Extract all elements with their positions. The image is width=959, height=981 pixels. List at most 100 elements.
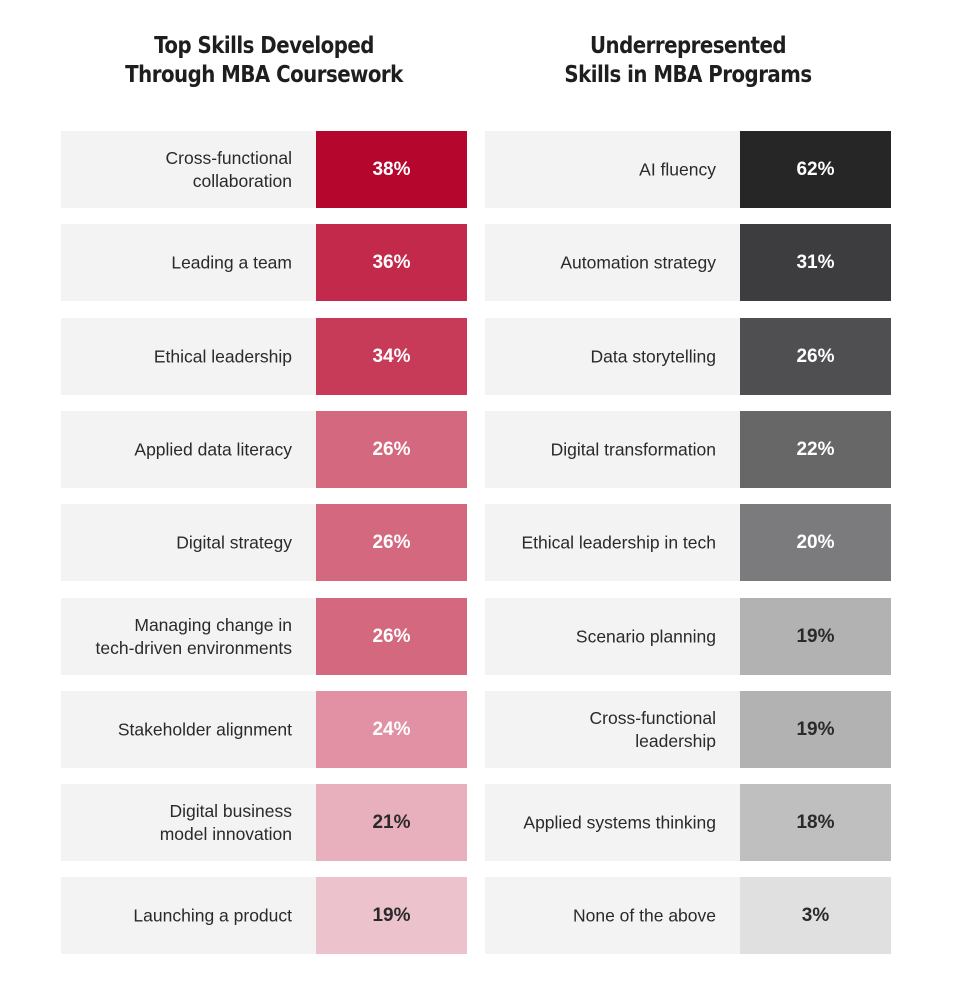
top-skill-label-cell: Ethical leadership [61,318,316,395]
underrepresented-skill-label-cell: Digital transformation [485,411,740,488]
top-skill-value-cell: 26% [316,598,467,675]
top-skill-label: Leading a team [62,251,292,274]
underrepresented-skills-title: Underrepresented Skills in MBA Programs [513,32,862,90]
top-skill-value: 34% [372,345,411,367]
top-skill-row: Applied data literacy 26% [61,411,467,488]
underrepresented-skill-value-cell: 22% [740,411,891,488]
underrepresented-skill-value: 19% [796,718,835,740]
top-skill-label-cell: Launching a product [61,877,316,954]
underrepresented-skill-row: Digital transformation 22% [485,411,891,488]
top-skill-label: Digital strategy [62,531,292,554]
underrepresented-skill-value: 19% [796,625,835,647]
top-skill-label-line: Leading a team [171,252,292,272]
top-skill-value-cell: 34% [316,318,467,395]
underrepresented-skill-row: Scenario planning 19% [485,598,891,675]
underrepresented-skill-label-line: Data storytelling [590,346,716,366]
top-skill-label: Managing change in tech-driven environmen… [62,614,292,660]
underrepresented-skill-label: Ethical leadership in tech [486,531,716,554]
top-skill-label-cell: Applied data literacy [61,411,316,488]
top-skill-label-line: Launching a product [133,905,292,925]
top-skill-label: Launching a product [62,904,292,927]
top-skill-label: Ethical leadership [62,345,292,368]
underrepresented-skill-value-cell: 26% [740,318,891,395]
underrepresented-skill-label: Automation strategy [486,251,716,274]
underrepresented-skills-title-line-2: Skills in MBA Programs [564,62,812,88]
underrepresented-skill-value: 18% [796,811,835,833]
underrepresented-skill-row: Automation strategy 31% [485,224,891,301]
underrepresented-skill-row: Ethical leadership in tech 20% [485,504,891,581]
underrepresented-skill-label: AI fluency [486,158,716,181]
underrepresented-skill-row: Cross-functional leadership 19% [485,691,891,768]
underrepresented-skill-label-cell: None of the above [485,877,740,954]
top-skill-value: 19% [372,904,411,926]
underrepresented-skill-label-line: Digital transformation [550,439,716,459]
underrepresented-skill-label-line: Applied systems thinking [523,812,716,832]
underrepresented-skill-value-cell: 19% [740,691,891,768]
top-skill-label: Applied data literacy [62,438,292,461]
top-skill-row: Stakeholder alignment 24% [61,691,467,768]
top-skill-value-cell: 21% [316,784,467,861]
top-skill-label: Cross-functional collaboration [62,147,292,193]
top-skill-label-line: model innovation [159,823,292,844]
underrepresented-skill-label-line: Scenario planning [575,626,716,646]
underrepresented-skill-value: 20% [796,531,835,553]
underrepresented-skill-value: 62% [796,158,835,180]
underrepresented-skill-label-cell: AI fluency [485,131,740,208]
top-skill-value-cell: 24% [316,691,467,768]
underrepresented-skill-row: None of the above 3% [485,877,891,954]
top-skill-label-line: Managing change in [134,614,292,635]
underrepresented-skill-value: 26% [796,345,835,367]
underrepresented-skill-label: Scenario planning [486,625,716,648]
top-skill-value-cell: 38% [316,131,467,208]
top-skill-label-cell: Digital strategy [61,504,316,581]
underrepresented-skill-label-cell: Applied systems thinking [485,784,740,861]
underrepresented-skill-value-cell: 20% [740,504,891,581]
top-skill-row: Digital business model innovation 21% [61,784,467,861]
underrepresented-skill-label: Applied systems thinking [486,811,716,834]
top-skill-row: Ethical leadership 34% [61,318,467,395]
top-skill-value: 36% [372,251,411,273]
top-skills-title: Top Skills Developed Through MBA Coursew… [89,32,438,90]
underrepresented-skill-value-cell: 3% [740,877,891,954]
top-skill-value: 24% [372,718,411,740]
top-skill-label-line: Ethical leadership [153,346,292,366]
underrepresented-skill-label-line: None of the above [572,905,716,925]
top-skill-value-cell: 26% [316,411,467,488]
top-skill-row: Managing change in tech-driven environmen… [61,598,467,675]
underrepresented-skill-value: 31% [796,251,835,273]
underrepresented-skill-label-line: AI fluency [639,159,716,179]
underrepresented-skills-title-line-1: Underrepresented [589,33,787,59]
underrepresented-skill-value-cell: 62% [740,131,891,208]
underrepresented-skill-value-cell: 18% [740,784,891,861]
underrepresented-skill-label-cell: Automation strategy [485,224,740,301]
underrepresented-skill-value-cell: 31% [740,224,891,301]
underrepresented-skill-label: Digital transformation [486,438,716,461]
underrepresented-skill-row: Data storytelling 26% [485,318,891,395]
top-skill-label: Stakeholder alignment [62,718,292,741]
top-skill-label-cell: Cross-functional collaboration [61,131,316,208]
top-skill-row: Cross-functional collaboration 38% [61,131,467,208]
underrepresented-skill-label-line: Ethical leadership in tech [521,532,716,552]
underrepresented-skill-label-line: Automation strategy [560,252,716,272]
underrepresented-skill-label-line: leadership [635,730,716,751]
top-skill-value-cell: 19% [316,877,467,954]
underrepresented-skill-label: None of the above [486,904,716,927]
underrepresented-skill-value: 22% [796,438,835,460]
top-skill-label-line: Stakeholder alignment [117,719,292,739]
top-skill-row: Leading a team 36% [61,224,467,301]
underrepresented-skill-label: Data storytelling [486,345,716,368]
underrepresented-skill-label-cell: Cross-functional leadership [485,691,740,768]
underrepresented-skill-value-cell: 19% [740,598,891,675]
top-skill-label-line: tech-driven environments [95,637,292,658]
top-skill-value: 38% [372,158,411,180]
underrepresented-skill-label-cell: Data storytelling [485,318,740,395]
underrepresented-skill-label-line: Cross-functional [589,707,716,728]
underrepresented-skill-row: Applied systems thinking 18% [485,784,891,861]
top-skill-row: Launching a product 19% [61,877,467,954]
underrepresented-skill-label-cell: Scenario planning [485,598,740,675]
top-skills-title-line-2: Through MBA Coursework [125,62,403,88]
top-skill-label-line: Applied data literacy [134,439,292,459]
top-skill-label-cell: Digital business model innovation [61,784,316,861]
underrepresented-skill-value: 3% [801,904,830,926]
top-skill-value: 26% [372,531,411,553]
